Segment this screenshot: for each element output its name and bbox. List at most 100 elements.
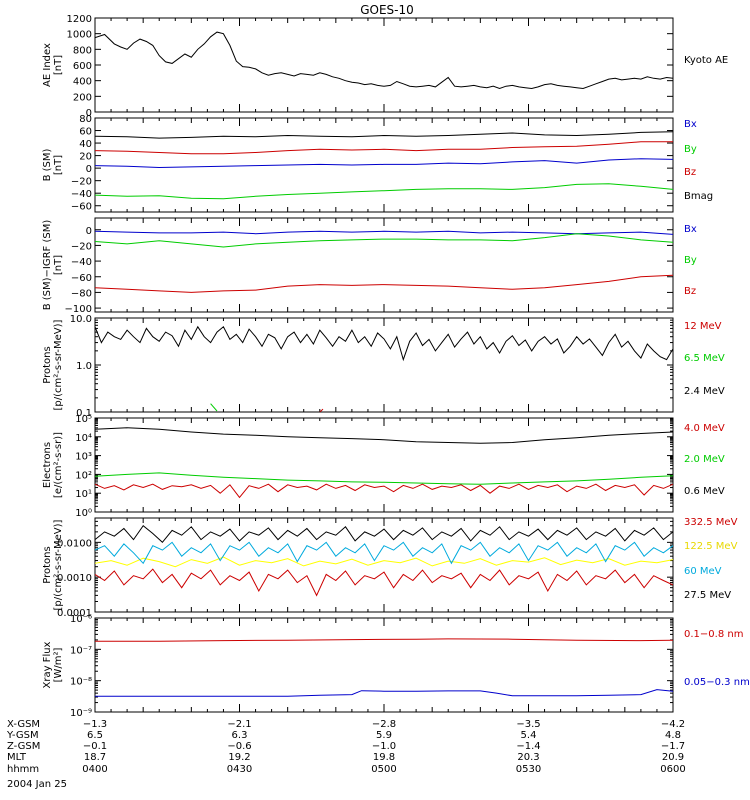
y-axis-label: B (SM) bbox=[42, 148, 53, 181]
y-tick-label: −100 bbox=[65, 304, 92, 315]
chart-title: GOES-10 bbox=[360, 3, 414, 17]
x-row-label: Z-GSM bbox=[7, 741, 40, 752]
y-tick-label: 60 bbox=[79, 127, 92, 138]
y-tick-label: 0.1 bbox=[76, 408, 92, 419]
panel-frame bbox=[94, 417, 674, 513]
date-label: 2004 Jan 25 bbox=[7, 779, 67, 790]
panel-frame bbox=[94, 217, 674, 313]
panel-protons_high: 0.0001 0.0010 0.0100 Protons [p/(cm²-s-sr-Me… bbox=[42, 517, 738, 619]
series-line-protons_high-1 bbox=[95, 556, 673, 568]
series-line-protons_low-2 bbox=[95, 325, 673, 362]
x-tick-label: −4.2 bbox=[661, 719, 685, 730]
y-tick-label: 10² bbox=[75, 470, 92, 481]
series-line-xray-0 bbox=[95, 638, 673, 642]
y-tick-label: −80 bbox=[71, 288, 92, 299]
panel-bdiff: −100 −80 −60 −40 −20 0 B (SM)−IGRF (SM) [nT] Bx B… bbox=[42, 217, 697, 315]
y-tick-label: 0.0100 bbox=[57, 538, 92, 549]
y-tick-label: 10⁵ bbox=[75, 414, 92, 425]
y-tick-label: 10⁰ bbox=[75, 508, 92, 519]
legend-entry: 0.05−0.3 nm bbox=[684, 677, 750, 688]
series-line-protons_low-1 bbox=[210, 403, 218, 412]
y-tick-label: −40 bbox=[71, 257, 92, 268]
legend-entry: By bbox=[684, 144, 697, 155]
y-tick-label: 10⁻⁹ bbox=[70, 708, 92, 719]
y-tick-label: 400 bbox=[73, 77, 92, 88]
x-tick-label: −3.5 bbox=[516, 719, 540, 730]
y-tick-label: 0.0001 bbox=[57, 608, 92, 619]
y-tick-label: 0 bbox=[86, 164, 92, 175]
legend-entry: By bbox=[684, 255, 697, 266]
legend-entry: 0.1−0.8 nm bbox=[684, 629, 743, 640]
y-tick-label: 1200 bbox=[67, 14, 92, 25]
series-line-ae-0 bbox=[95, 31, 673, 90]
panel-protons_low: 0.1 1.0 10.0 Protons [p/(cm²-s-sr-MeV)] 12 Me… bbox=[42, 314, 725, 419]
x-tick-label: 5.9 bbox=[376, 730, 392, 741]
x-tick-label: 20.3 bbox=[517, 752, 539, 763]
legend-entry: Bz bbox=[684, 286, 696, 297]
legend-entry: 60 MeV bbox=[684, 566, 722, 577]
legend-entry: 6.5 MeV bbox=[684, 353, 725, 364]
y-axis-label: AE Index bbox=[42, 43, 53, 87]
y-axis-label: B (SM)−IGRF (SM) bbox=[42, 220, 53, 311]
series-line-bdiff-1 bbox=[95, 233, 673, 248]
y-axis-label: [nT] bbox=[53, 55, 64, 75]
x-tick-label: 19.2 bbox=[228, 752, 250, 763]
y-tick-label: 10³ bbox=[75, 452, 92, 463]
panel-frame bbox=[94, 317, 674, 413]
y-tick-label: 80 bbox=[79, 114, 92, 125]
panel-electrons: 10⁰ 10¹ 10² 10³ 10⁴ 10⁵ Electrons [e/(cm²-s-sr)… bbox=[42, 414, 725, 519]
series-line-electrons-1 bbox=[95, 472, 673, 485]
x-tick-label: −2.1 bbox=[227, 719, 251, 730]
series-line-protons_high-3 bbox=[95, 524, 673, 544]
y-axis-label: Protons bbox=[42, 546, 53, 583]
y-tick-label: 800 bbox=[73, 45, 92, 56]
legend-entry: 2.4 MeV bbox=[684, 386, 725, 397]
panel-frame bbox=[94, 617, 674, 713]
x-tick-label: −0.6 bbox=[227, 741, 251, 752]
y-axis-label: [p/(cm²-s-sr-MeV)] bbox=[53, 519, 64, 610]
x-tick-label: −0.1 bbox=[83, 741, 107, 752]
series-line-protons_high-0 bbox=[95, 568, 673, 597]
y-tick-label: −20 bbox=[71, 241, 92, 252]
y-tick-label: 0 bbox=[86, 108, 92, 119]
legend-entry: 122.5 MeV bbox=[684, 541, 738, 552]
y-axis-label: Protons bbox=[42, 346, 53, 383]
legend-entry: 4.0 MeV bbox=[684, 423, 725, 434]
x-tick-label: 5.4 bbox=[521, 730, 537, 741]
x-row-label: X-GSM bbox=[7, 719, 40, 730]
y-tick-label: 40 bbox=[79, 139, 92, 150]
y-axis-label: [nT] bbox=[53, 155, 64, 175]
y-tick-label: 600 bbox=[73, 61, 92, 72]
y-tick-label: 10⁻⁶ bbox=[70, 614, 92, 625]
y-axis-label: Xray Flux bbox=[42, 641, 53, 688]
x-tick-label: −1.0 bbox=[372, 741, 396, 752]
x-tick-label: 19.8 bbox=[373, 752, 395, 763]
x-tick-label: 4.8 bbox=[665, 730, 681, 741]
y-tick-label: 200 bbox=[73, 92, 92, 103]
y-tick-label: 1.0 bbox=[76, 361, 92, 372]
series-line-protons_high-2 bbox=[95, 541, 673, 565]
x-axis-table: X-GSM −1.3 −2.1 −2.8 −3.5 −4.2 Y-GSM 6.5 6.3 5.9 5… bbox=[6, 719, 686, 775]
x-tick-label: 0400 bbox=[82, 764, 107, 775]
panel-xray: 10⁻⁹ 10⁻⁸ 10⁻⁷ 10⁻⁶ Xray Flux [W/m²] 0.1−0.8 n… bbox=[42, 614, 750, 719]
y-tick-label: −60 bbox=[71, 202, 92, 213]
series-line-electrons-0 bbox=[95, 483, 673, 499]
x-tick-label: 0500 bbox=[371, 764, 396, 775]
y-tick-label: 1000 bbox=[67, 30, 92, 41]
y-tick-label: −40 bbox=[71, 189, 92, 200]
y-tick-label: 0.0010 bbox=[57, 573, 92, 584]
legend-entry: 2.0 MeV bbox=[684, 454, 725, 465]
series-line-b-0 bbox=[95, 158, 673, 169]
x-tick-label: −1.3 bbox=[83, 719, 107, 730]
x-row-label: hhmm bbox=[7, 764, 39, 775]
legend-entry: Bx bbox=[684, 224, 697, 235]
legend-entry: Bx bbox=[684, 119, 697, 130]
x-tick-label: −2.8 bbox=[372, 719, 396, 730]
y-tick-label: 10.0 bbox=[70, 314, 92, 325]
legend-entry: 0.6 MeV bbox=[684, 486, 725, 497]
series-line-b-2 bbox=[95, 141, 673, 155]
panel-ae: 0 200 400 600 800 1000 1200 AE Index [nT] Kyoto A… bbox=[42, 14, 728, 119]
y-tick-label: 10⁻⁷ bbox=[70, 645, 92, 656]
